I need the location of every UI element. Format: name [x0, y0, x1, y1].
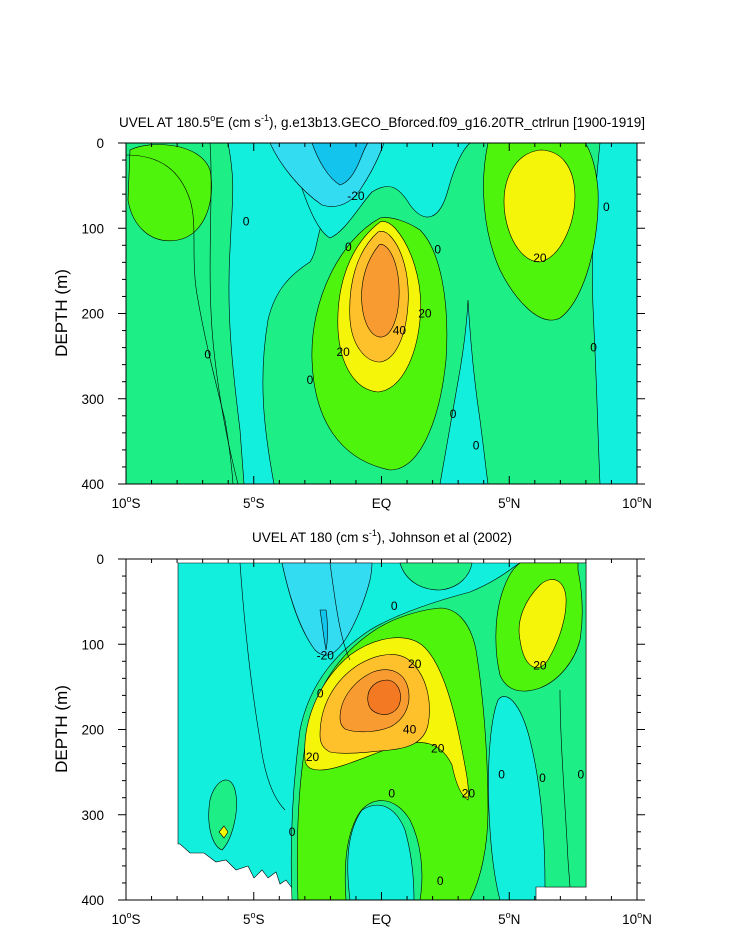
x-tick-label: 5oN [498, 910, 520, 927]
contour-label: 0 [434, 243, 441, 257]
contour-labels-model: -20 0 0 0 0 20 40 20 20 0 0 0 0 0 [204, 189, 610, 453]
contour-label: 0 [590, 341, 597, 355]
contour-label: 20 [418, 307, 432, 321]
y-tick-label: 100 [81, 637, 104, 652]
contour-label: 0 [243, 214, 250, 228]
contour-field-model [126, 143, 637, 484]
contour-line-c [559, 689, 571, 888]
contour-label: 0 [388, 786, 395, 800]
contour-label: 0 [498, 768, 505, 782]
contour-label: 20 [408, 657, 422, 671]
x-tick-label: 10oN [622, 494, 652, 511]
contour-label: 0 [603, 200, 610, 214]
contour-line-a [329, 562, 351, 661]
contour-line-a [209, 143, 239, 484]
fill-neg20-surface [281, 562, 373, 656]
y-tick-label: 400 [81, 477, 104, 492]
fill-neg10-right-band [592, 143, 637, 484]
fill-50-jet [367, 679, 401, 715]
x-tick-label: 5oS [243, 910, 265, 927]
panel-title-observed: UVEL AT 180 (cm s-1), Johnson et al (200… [252, 528, 512, 545]
contour-label: 20 [431, 741, 445, 755]
fill-20-blob [218, 825, 229, 839]
fill-neg10-core [347, 805, 415, 900]
panel-title-model: UVEL AT 180.5oE (cm s-1), g.e13b13.GECO_… [119, 113, 645, 130]
contour-label: 0 [391, 599, 398, 613]
y-tick-label: 400 [81, 893, 104, 908]
contour-line-b [239, 562, 286, 811]
x-tick-label: 10oS [111, 494, 140, 511]
fill-40-jet [361, 244, 400, 338]
contour-label: 0 [577, 768, 584, 782]
contour-label: 20 [336, 345, 350, 359]
x-tick-label: 5oS [243, 494, 265, 511]
contour-label: -20 [347, 189, 365, 203]
contour-label: 20 [306, 750, 320, 764]
fill-neg30-streak [319, 609, 328, 651]
y-axis-label-observed: DEPTH (m) [52, 685, 71, 773]
contour-label: 0 [307, 373, 314, 387]
fill-neg30-surface [311, 143, 369, 186]
y-tick-label: 300 [81, 392, 104, 407]
y-axis-label-model: DEPTH (m) [52, 269, 71, 357]
contour-label: 0 [473, 439, 480, 453]
contour-label: 20 [462, 786, 476, 800]
x-tick-label: 10oN [622, 910, 652, 927]
y-tick-label: 200 [81, 723, 104, 738]
y-tick-label: 300 [81, 808, 104, 823]
contour-label: 0 [204, 347, 211, 361]
contour-line-b [126, 154, 234, 484]
contour-label: 0 [345, 240, 352, 254]
contour-label: 0 [437, 874, 444, 888]
contour-field-observed [177, 562, 587, 900]
fill-neg10-lower [439, 299, 489, 484]
contour-label: 0 [289, 825, 296, 839]
x-tick-label: EQ [372, 496, 392, 511]
fill-20-right [518, 579, 567, 668]
fill-10-left [127, 144, 212, 242]
fill-20-right [503, 149, 576, 263]
y-tick-label: 200 [81, 307, 104, 322]
y-tick-label: 0 [96, 136, 104, 151]
contour-label: 0 [450, 407, 457, 421]
contour-label: 40 [403, 723, 417, 737]
y-tick-label: 0 [96, 552, 104, 567]
x-tick-label: 5oN [498, 494, 520, 511]
fill-0-left [208, 779, 237, 851]
contour-label: 0 [317, 687, 324, 701]
x-tick-label: EQ [372, 912, 392, 927]
contour-label: 20 [533, 251, 547, 265]
contour-label: 40 [393, 324, 407, 338]
panel-observed: UVEL AT 180 (cm s-1), Johnson et al (200… [52, 528, 652, 927]
fill-0-topright [399, 562, 473, 591]
x-tick-label: 10oS [111, 910, 140, 927]
contour-label: -20 [317, 648, 335, 662]
panel-model: UVEL AT 180.5oE (cm s-1), g.e13b13.GECO_… [52, 113, 652, 511]
contour-label: 0 [539, 771, 546, 785]
contour-labels-observed: 0 -20 20 20 0 40 20 20 20 0 0 0 0 0 0 [289, 599, 585, 888]
contour-label: 20 [533, 659, 547, 673]
y-tick-label: 100 [81, 221, 104, 236]
